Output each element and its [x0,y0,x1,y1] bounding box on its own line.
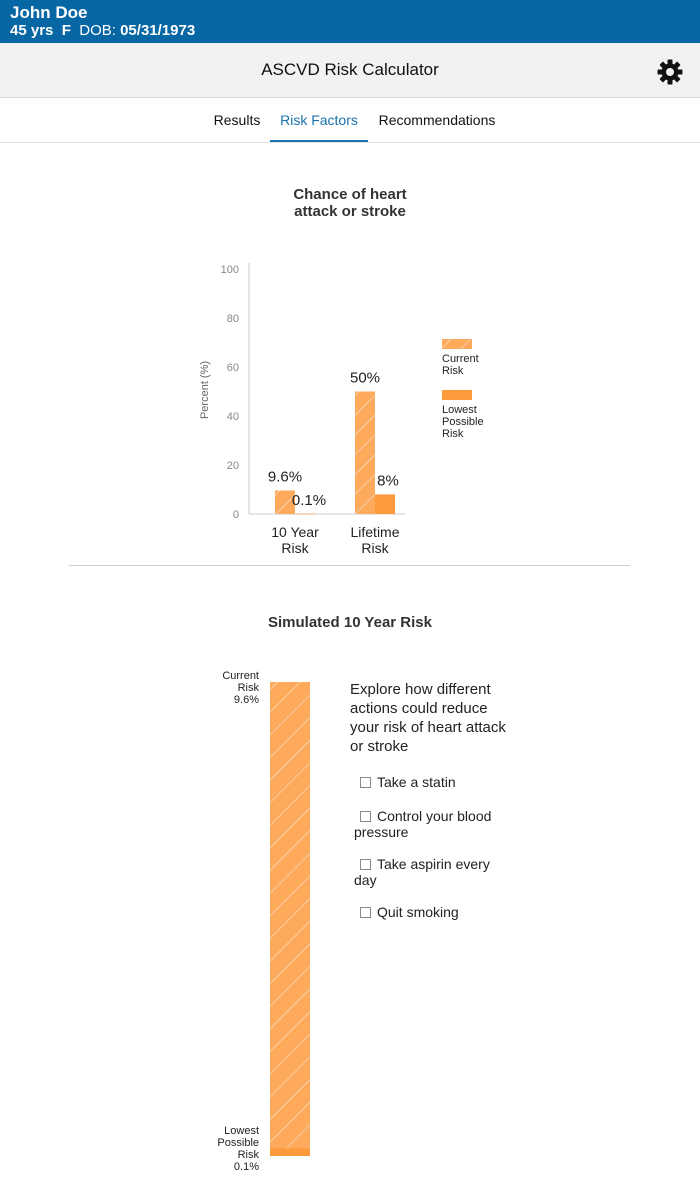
explore-text: Explore how different actions could redu… [350,681,506,755]
tab-recommendations[interactable]: Recommendations [378,112,496,128]
patient-dob-label: DOB: [79,22,116,39]
option-label: Take aspirin every day [354,856,490,888]
option-take-statin[interactable]: Take a statin [354,774,514,790]
legend-label: Current [442,353,479,365]
patient-name: John Doe [10,3,88,22]
blood-pressure-checkbox[interactable] [360,811,371,822]
x-category-label: Risk [361,540,389,555]
x-category-label: Lifetime [350,524,399,540]
option-quit-smoking[interactable]: Quit smoking [354,904,514,920]
simulated-current-bar [270,682,310,1149]
patient-sex: F [61,22,71,39]
y-tick-label: 100 [221,264,239,276]
tab-bar: Results Risk Factors Recommendations [0,98,700,143]
bar-lowest-0 [295,513,315,515]
simulated-lowest-bar [270,1148,310,1156]
current-risk-label: Risk [238,682,260,694]
app-title: ASCVD Risk Calculator [261,60,439,79]
chart1-title-line2: attack or stroke [294,203,406,220]
legend-label: Lowest [442,404,477,416]
option-label: Quit smoking [377,904,459,920]
lowest-risk-label: 0.1% [234,1161,259,1173]
bar-current-1 [355,391,375,514]
lowest-risk-label: Lowest [224,1125,259,1137]
quit-smoking-checkbox[interactable] [360,907,371,918]
y-axis-label: Percent (%) [199,361,211,419]
legend-swatch [442,339,472,349]
risk-bar-chart: 100 80 60 40 20 0 Percent (%) 9.6% 50% 0.1% 8% 10 Y… [199,263,484,555]
aspirin-checkbox[interactable] [360,859,371,870]
y-tick-label: 20 [227,460,239,472]
x-category-label: Risk [281,540,309,555]
x-category-label: 10 Year [271,524,319,540]
bar-value-label: 0.1% [292,492,326,509]
y-tick-label: 60 [227,362,239,374]
legend-label: Possible [442,416,484,428]
y-tick-label: 80 [227,313,239,325]
legend-swatch [442,390,472,400]
settings-button[interactable] [656,58,684,86]
patient-demographics: 45 yrs F DOB: 05/31/1973 [10,22,690,40]
option-label: Take a statin [377,774,456,790]
current-risk-label: 9.6% [234,694,259,706]
gear-icon [657,59,683,85]
legend-label: Risk [442,365,464,377]
bar-value-label: 50% [350,370,380,387]
bar-lowest-1 [375,494,395,514]
tab-results[interactable]: Results [213,112,261,128]
chart1-title-line1: Chance of heart [293,186,407,203]
bar-value-label: 9.6% [268,468,302,485]
bar-value-label: 8% [377,472,399,489]
option-control-blood-pressure[interactable]: Control your blood pressure [354,808,514,840]
chart2-title: Simulated 10 Year Risk [268,614,432,631]
tab-risk-factors[interactable]: Risk Factors [270,112,368,142]
lowest-risk-label: Possible [217,1137,259,1149]
lowest-risk-label: Risk [238,1149,260,1161]
option-take-aspirin[interactable]: Take aspirin every day [354,856,514,888]
section-divider [69,565,630,566]
y-tick-label: 0 [233,509,239,521]
app-header: ASCVD Risk Calculator [0,43,700,98]
patient-age: 45 yrs [10,22,54,39]
legend-label: Risk [442,428,464,440]
option-label: Control your blood pressure [354,808,492,840]
bar-current-0 [275,490,295,514]
patient-banner: John Doe 45 yrs F DOB: 05/31/1973 [0,0,700,43]
current-risk-label: Current [222,670,259,682]
y-tick-label: 40 [227,411,239,423]
chart1-title: Chance of heart attack or stroke [0,186,700,220]
statin-checkbox[interactable] [360,777,371,788]
patient-dob: 05/31/1973 [120,22,196,39]
